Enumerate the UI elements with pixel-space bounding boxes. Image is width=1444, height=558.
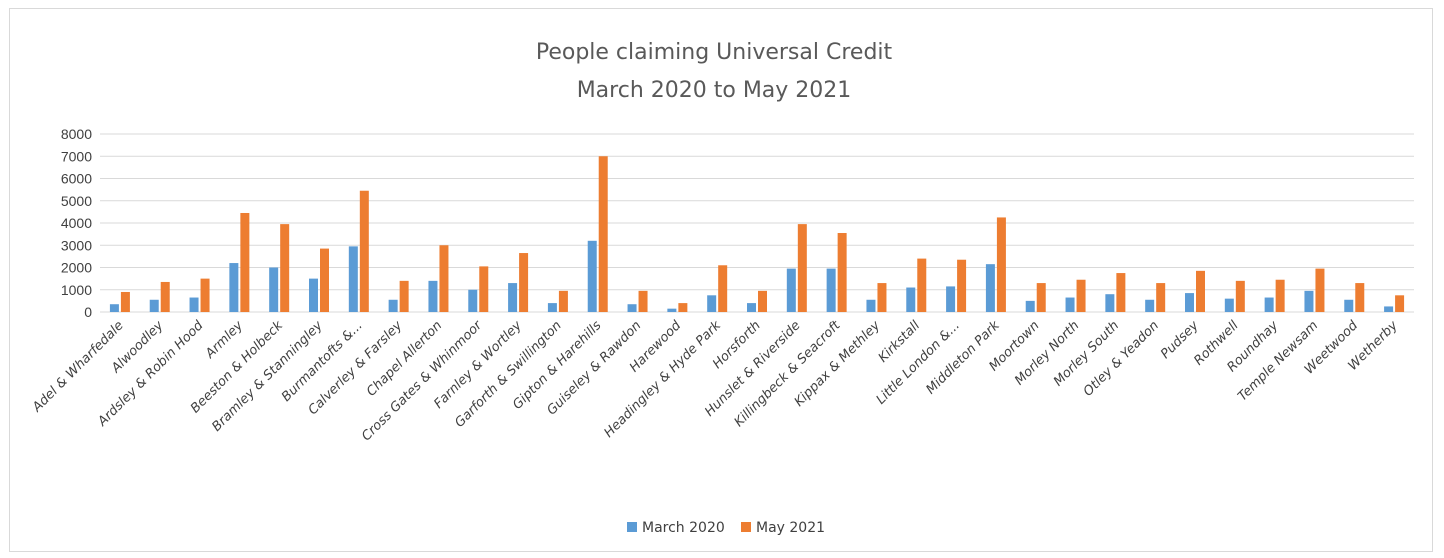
bar-march-2020	[1145, 299, 1155, 312]
bar-may-2021	[1076, 279, 1086, 312]
bar-march-2020	[587, 240, 597, 312]
bar-may-2021	[996, 217, 1006, 312]
bar-march-2020	[1185, 293, 1194, 312]
bar-march-2020	[269, 267, 279, 312]
bar-may-2021	[1315, 268, 1325, 312]
bars	[109, 156, 1405, 312]
bar-may-2021	[439, 245, 449, 312]
bar-may-2021	[718, 265, 728, 312]
bar-may-2021	[837, 233, 847, 312]
bar-may-2021	[797, 224, 807, 312]
chart-subtitle: March 2020 to May 2021	[577, 78, 852, 103]
bar-march-2020	[388, 299, 398, 312]
y-tick-label: 2000	[61, 260, 92, 276]
y-tick-label: 0	[84, 304, 92, 320]
bar-march-2020	[1264, 297, 1274, 312]
bar-march-2020	[468, 289, 478, 312]
bar-may-2021	[917, 258, 927, 312]
legend-label-may-2021: May 2021	[756, 520, 825, 536]
legend-swatch-may-2021	[741, 522, 751, 532]
bar-chart: People claiming Universal Credit March 2…	[29, 40, 1414, 536]
bar-may-2021	[758, 290, 767, 312]
bar-may-2021	[598, 156, 608, 312]
bar-march-2020	[1344, 299, 1354, 312]
x-tick-label: Otley & Yeadon	[1081, 318, 1162, 399]
bar-may-2021	[877, 283, 887, 312]
bar-march-2020	[747, 303, 756, 312]
bar-may-2021	[479, 266, 489, 312]
y-tick-label: 1000	[61, 282, 92, 298]
y-tick-label: 7000	[61, 148, 92, 164]
bar-may-2021	[1275, 279, 1285, 312]
gridlines	[100, 133, 1414, 313]
bar-march-2020	[985, 264, 995, 312]
bar-may-2021	[1196, 270, 1205, 312]
bar-march-2020	[348, 246, 358, 312]
legend: March 2020 May 2021	[627, 520, 825, 536]
bar-march-2020	[109, 304, 119, 312]
bar-may-2021	[280, 224, 290, 312]
bar-march-2020	[786, 268, 796, 312]
bar-may-2021	[519, 253, 529, 312]
bar-march-2020	[1224, 298, 1234, 312]
bar-march-2020	[189, 297, 199, 312]
bar-may-2021	[1355, 283, 1365, 312]
bar-may-2021	[120, 291, 130, 312]
chart-title: People claiming Universal Credit	[536, 40, 893, 65]
y-axis: 0 1000 2000 3000 4000 5000 6000 7000 8000	[61, 126, 92, 320]
bar-march-2020	[1025, 300, 1035, 312]
chart-frame: People claiming Universal Credit March 2…	[9, 8, 1433, 552]
bar-may-2021	[638, 290, 648, 312]
bar-may-2021	[240, 212, 250, 312]
bar-may-2021	[1036, 283, 1046, 312]
bar-march-2020	[707, 295, 717, 312]
bar-may-2021	[558, 290, 568, 312]
bar-may-2021	[1156, 283, 1166, 312]
bar-march-2020	[826, 268, 836, 312]
bar-march-2020	[428, 280, 438, 312]
legend-label-march-2020: March 2020	[642, 520, 725, 536]
bar-may-2021	[160, 281, 170, 312]
bar-may-2021	[1395, 295, 1405, 312]
bar-may-2021	[1116, 273, 1126, 312]
y-tick-label: 4000	[61, 215, 92, 231]
y-tick-label: 6000	[61, 171, 92, 187]
bar-may-2021	[1235, 280, 1245, 312]
bar-march-2020	[229, 263, 239, 312]
bar-march-2020	[946, 286, 956, 312]
bar-may-2021	[957, 259, 967, 312]
bar-march-2020	[1065, 297, 1075, 312]
y-tick-label: 5000	[61, 193, 92, 209]
bar-march-2020	[547, 303, 557, 312]
y-tick-label: 8000	[61, 126, 92, 142]
bar-march-2020	[149, 299, 159, 312]
bar-may-2021	[320, 248, 329, 312]
bar-may-2021	[678, 303, 688, 312]
bar-may-2021	[359, 190, 369, 312]
bar-march-2020	[667, 308, 677, 312]
bar-march-2020	[1304, 290, 1314, 312]
bar-march-2020	[508, 283, 518, 312]
legend-swatch-march-2020	[627, 522, 637, 532]
bar-march-2020	[309, 278, 318, 312]
y-tick-label: 3000	[61, 237, 92, 253]
bar-march-2020	[627, 304, 637, 312]
bar-march-2020	[1105, 294, 1115, 312]
bar-march-2020	[1384, 306, 1394, 312]
bar-march-2020	[866, 299, 876, 312]
bar-march-2020	[906, 287, 916, 312]
bar-may-2021	[200, 278, 210, 312]
bar-may-2021	[399, 280, 409, 312]
